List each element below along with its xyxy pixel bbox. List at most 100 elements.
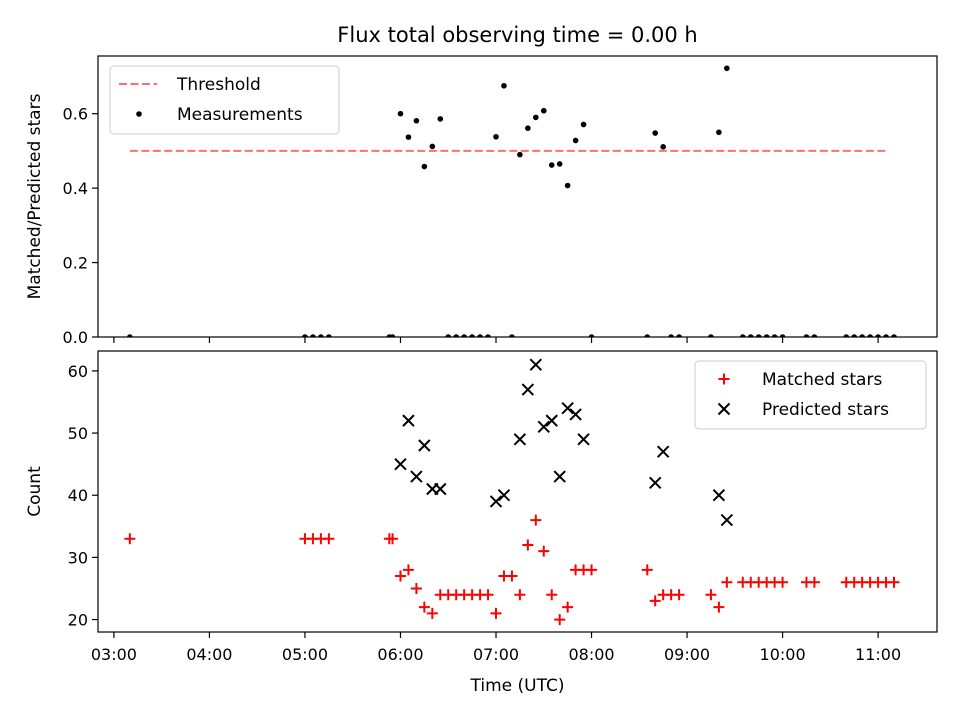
data-point (656, 445, 670, 458)
data-point (521, 383, 535, 396)
data-point (553, 470, 566, 483)
y-tick-label: 60 (68, 362, 88, 381)
data-point (883, 334, 889, 337)
data-point (397, 110, 404, 117)
axes-frame (97, 350, 938, 633)
data-point (323, 533, 335, 545)
data-point (859, 334, 865, 337)
data-point (405, 134, 412, 140)
data-point (588, 334, 595, 337)
data-point (461, 334, 467, 337)
series-predicted-stars (394, 358, 734, 527)
data-point (561, 401, 574, 415)
x-tick-label: 11:00 (855, 645, 901, 664)
data-point (779, 334, 786, 337)
axes-frame (97, 55, 938, 338)
data-point (538, 545, 550, 557)
legend: Matched stars Predicted stars (694, 360, 927, 430)
data-point (533, 114, 539, 121)
data-point (569, 408, 582, 421)
data-point (493, 133, 499, 140)
legend-box (694, 360, 927, 430)
data-point (851, 334, 858, 337)
data-point (747, 334, 754, 337)
data-point (485, 334, 491, 337)
data-point (402, 564, 414, 576)
legend-label: Measurements (177, 105, 303, 125)
data-point (891, 334, 897, 337)
data-point (739, 334, 746, 337)
y-tick-label: 20 (68, 611, 88, 630)
data-point (777, 576, 789, 588)
data-point (652, 130, 659, 136)
data-point (537, 420, 550, 434)
x-tick-label: 09:00 (664, 645, 710, 664)
data-point (755, 334, 762, 337)
data-point (721, 576, 733, 588)
data-point (708, 334, 714, 337)
data-point (410, 470, 423, 483)
data-point (402, 414, 415, 427)
data-point (426, 607, 438, 619)
legend-swatch (136, 111, 142, 117)
data-point (888, 576, 900, 588)
data-point (514, 589, 526, 601)
chart-title: Flux total observing time = 0.00 h (337, 23, 697, 47)
data-point (501, 82, 507, 89)
data-point (867, 334, 873, 337)
legend-label: Threshold (176, 75, 261, 95)
legend-item-predicted-stars: Predicted stars (717, 400, 889, 420)
data-point (705, 589, 717, 601)
data-point (673, 589, 685, 601)
x-tick-label: 04:00 (186, 645, 232, 664)
data-point (410, 582, 422, 594)
data-point (808, 576, 820, 588)
data-point (548, 162, 555, 168)
data-point (843, 334, 850, 337)
panel-2: Count Time (UTC) 20 30 40 50 60 03:00 04:00 05:00… (25, 350, 938, 696)
legend-label: Matched stars (762, 370, 882, 390)
data-point (562, 601, 574, 613)
data-point (649, 595, 661, 607)
y-tick-label: 0.4 (63, 179, 88, 198)
data-point (418, 601, 430, 613)
y-tick-label: 0.0 (63, 328, 88, 347)
panel-1: Flux total observing time = 0.00 h Matche… (25, 23, 938, 347)
legend-swatch (717, 402, 731, 416)
series-measurements (127, 65, 897, 337)
y-tick-label: 30 (68, 548, 88, 567)
data-point (477, 334, 483, 337)
data-point (429, 143, 436, 150)
legend: Threshold Measurements (109, 65, 340, 135)
data-point (875, 334, 881, 337)
data-point (763, 334, 770, 337)
data-point (302, 334, 308, 337)
data-point (577, 433, 590, 446)
series-matched-stars (124, 514, 900, 626)
data-point (127, 334, 133, 337)
x-tick-label: 05:00 (282, 645, 328, 664)
data-point (490, 607, 502, 619)
data-point (580, 121, 587, 128)
data-point (506, 570, 518, 582)
data-point (530, 514, 542, 526)
data-point (387, 533, 399, 545)
data-point (522, 539, 534, 551)
data-point (572, 137, 579, 144)
data-point (394, 570, 406, 582)
data-point (389, 334, 396, 337)
data-point (394, 457, 407, 471)
data-point (811, 334, 818, 337)
y-tick-label: 40 (68, 486, 88, 505)
data-point (513, 433, 527, 446)
x-axis-label: Time (UTC) (470, 676, 565, 696)
data-point (771, 334, 778, 337)
data-point (326, 334, 332, 337)
data-point (720, 513, 734, 527)
data-point (540, 107, 547, 114)
data-point (713, 601, 725, 613)
data-point (318, 334, 324, 337)
legend-item-matched-stars: Matched stars (718, 370, 882, 390)
data-point (310, 334, 316, 337)
data-point (644, 334, 651, 337)
